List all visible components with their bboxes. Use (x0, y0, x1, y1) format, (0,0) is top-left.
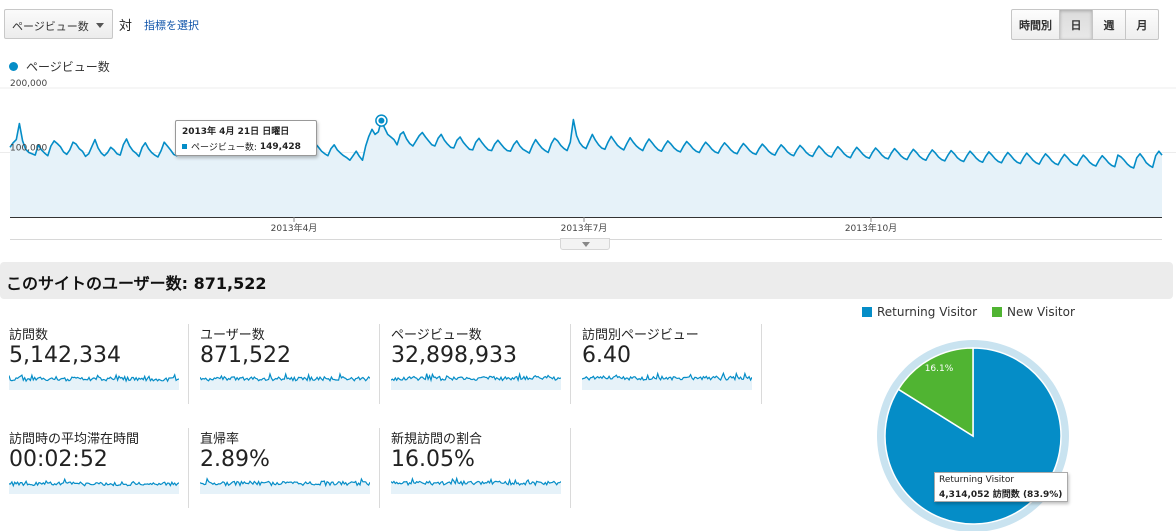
metric-sparkline (391, 371, 561, 390)
series-area-fill (10, 119, 1162, 217)
select-metric-link[interactable]: 指標を選択 (144, 19, 199, 32)
pie-legend: Returning Visitor New Visitor (862, 305, 1090, 319)
tooltip-date: 2013年 4月 21日 日曜日 (182, 127, 290, 137)
pie-legend-swatch (862, 307, 872, 317)
sparkline-fill (391, 478, 561, 494)
pie-tooltip-value: 4,314,052 訪問数 (83.9%) (939, 490, 1063, 500)
metric-label: 訪問別ページビュー (582, 328, 699, 343)
metric-value: 871,522 (200, 343, 291, 368)
metric-value: 2.89% (200, 447, 270, 472)
metric-card[interactable]: 新規訪問の割合 16.05% (391, 428, 571, 508)
tooltip-series-label: ページビュー数: (191, 143, 257, 153)
sparkline-fill (200, 374, 370, 390)
sparkline-line (9, 477, 179, 488)
pie-legend-returning[interactable]: Returning Visitor (862, 305, 977, 319)
period-hourly-button[interactable]: 時間別 (1011, 9, 1060, 40)
metric-sparkline (200, 371, 370, 390)
chevron-down-icon (96, 23, 104, 28)
sparkline-fill (9, 479, 179, 494)
chart-tooltip: 2013年 4月 21日 日曜日 ページビュー数: 149,428 (175, 120, 317, 156)
pie-tooltip-title: Returning Visitor (939, 475, 1015, 485)
metric-label: 新規訪問の割合 (391, 432, 483, 447)
pie-legend-new[interactable]: New Visitor (992, 305, 1075, 319)
x-tick-label: 2013年7月 (561, 222, 608, 234)
metric-sparkline (200, 477, 370, 494)
chart-collapse-handle[interactable] (560, 238, 610, 250)
x-tick-label: 2013年4月 (271, 222, 318, 234)
pie-slice-new-visitor (897, 347, 974, 438)
series-color-dot (9, 62, 18, 71)
pie-legend-label: Returning Visitor (877, 305, 978, 319)
tooltip-value: 149,428 (259, 141, 301, 152)
metric-value: 32,898,933 (391, 343, 517, 368)
metric-card[interactable]: 訪問別ページビュー 6.40 (582, 324, 762, 404)
metric-sparkline (9, 373, 179, 390)
period-week-button[interactable]: 週 (1092, 9, 1126, 40)
sparkline-line (200, 477, 370, 488)
chevron-down-icon (582, 242, 590, 247)
pie-legend-swatch (992, 307, 1003, 317)
period-month-button[interactable]: 月 (1125, 9, 1159, 40)
tooltip-series-swatch (182, 144, 187, 149)
sparkline-fill (200, 478, 370, 494)
metric-card[interactable]: ページビュー数 32,898,933 (391, 324, 571, 404)
highlight-point (378, 117, 385, 124)
metric-label: ページビュー数 (391, 328, 482, 343)
vs-label: 対 (119, 19, 133, 34)
period-day-button[interactable]: 日 (1059, 9, 1093, 40)
pageviews-area-chart[interactable]: 200,000 100,000 2013年4月 2013年7月 2013年10月 (0, 78, 1176, 248)
y-tick-label: 100,000 (10, 144, 47, 154)
metric-sparkline (582, 371, 752, 390)
pie-slice-label: 16.1% (925, 364, 954, 374)
metric-card[interactable]: 訪問数 5,142,334 (9, 324, 189, 404)
sparkline-line (391, 371, 561, 383)
metric-card[interactable]: ユーザー数 871,522 (200, 324, 380, 404)
chart-legend-label: ページビュー数 (26, 60, 110, 74)
metric-label: 訪問数 (9, 328, 49, 343)
metric-selector-dropdown[interactable]: ページビュー数 (4, 9, 113, 39)
pie-tooltip: Returning Visitor 4,314,052 訪問数 (83.9%) (934, 472, 1068, 502)
metric-label: ユーザー数 (200, 328, 265, 343)
sparkline-fill (391, 373, 561, 390)
pie-legend-label: New Visitor (1007, 305, 1075, 319)
metric-selector-label: ページビュー数 (12, 20, 89, 33)
metric-card[interactable]: 訪問時の平均滞在時間 00:02:52 (9, 428, 189, 508)
metric-sparkline (9, 477, 179, 494)
y-tick-label: 200,000 (10, 79, 47, 89)
metric-value: 16.05% (391, 447, 475, 472)
metric-card[interactable]: 直帰率 2.89% (200, 428, 380, 508)
sparkline-line (200, 371, 370, 382)
metric-value: 6.40 (582, 343, 631, 368)
chart-legend: ページビュー数 (9, 58, 110, 75)
sparkline-fill (582, 373, 752, 390)
metric-sparkline (391, 476, 561, 494)
metric-label: 訪問時の平均滞在時間 (9, 432, 140, 447)
sparkline-line (582, 371, 752, 382)
x-tick-label: 2013年10月 (845, 222, 897, 234)
sparkline-line (9, 373, 179, 383)
sparkline-line (391, 476, 561, 487)
period-toggle-group: 時間別 日 週 月 (1011, 9, 1159, 40)
site-users-summary: このサイトのユーザー数: 871,522 (0, 262, 1173, 299)
metric-value: 5,142,334 (9, 343, 121, 368)
metric-label: 直帰率 (200, 432, 240, 447)
metric-value: 00:02:52 (9, 447, 108, 472)
